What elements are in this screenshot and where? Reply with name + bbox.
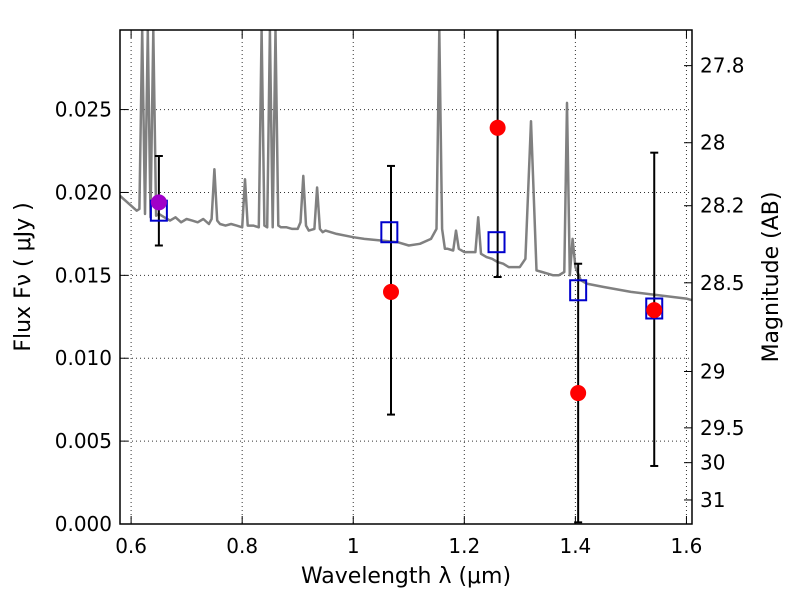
plot-background — [120, 30, 692, 524]
y-tick-label: 0.010 — [55, 346, 112, 370]
circle-marker — [570, 385, 587, 402]
y-axis-label: Flux Fν ( μJy ) — [11, 202, 36, 351]
y-tick-label: 0.005 — [55, 429, 112, 453]
x-axis-label: Wavelength λ (μm) — [301, 564, 511, 589]
right-axis-label: Magnitude (AB) — [759, 192, 784, 363]
y-tick-label: 0.025 — [55, 98, 112, 122]
circle-marker — [489, 119, 506, 136]
square-marker — [380, 221, 399, 244]
x-tick-label: 1 — [347, 534, 360, 558]
y-tick-label: 0.000 — [55, 512, 112, 536]
x-tick-label: 0.8 — [226, 534, 258, 558]
x-tick-label: 0.6 — [115, 534, 147, 558]
model-spectrum-line — [120, 30, 692, 302]
right-tick-label: 28.2 — [700, 194, 745, 218]
circle-marker — [383, 283, 400, 300]
x-tick-label: 1.6 — [671, 534, 703, 558]
x-tick-label: 1.2 — [448, 534, 480, 558]
x-tick-label: 1.4 — [559, 534, 591, 558]
right-tick-label: 28.5 — [700, 271, 745, 295]
y-tick-label: 0.015 — [55, 263, 112, 287]
plot-frame — [119, 29, 693, 525]
axes: 0.6 0.8 1 1.2 1.4 1.6 0.000 0.005 0.010 0.015 0.02… — [55, 30, 745, 558]
plot-area — [120, 30, 692, 302]
markers — [149, 30, 664, 524]
circle-marker — [646, 302, 663, 319]
y-tick-label: 0.020 — [55, 180, 112, 204]
right-tick-label: 27.8 — [700, 54, 745, 78]
right-tick-label: 30 — [700, 451, 725, 475]
right-tick-label: 28 — [700, 131, 725, 155]
right-tick-label: 31 — [700, 488, 725, 512]
square-marker — [645, 297, 664, 320]
square-marker — [569, 279, 588, 302]
right-tick-label: 29 — [700, 359, 725, 383]
circle-marker — [150, 194, 167, 211]
right-tick-label: 29.5 — [700, 416, 745, 440]
square-marker — [487, 231, 506, 254]
